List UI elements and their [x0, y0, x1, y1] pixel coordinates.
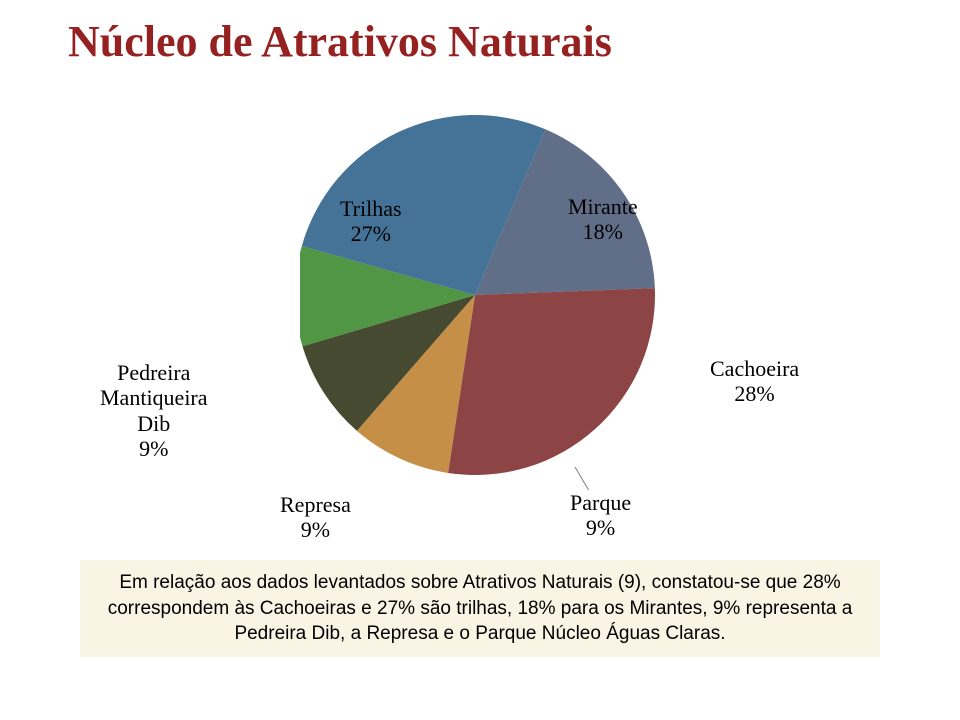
- page-title: Núcleo de Atrativos Naturais: [68, 16, 612, 67]
- lbl-parque-line-0: Parque: [570, 490, 631, 515]
- lbl-pedreira-line-0: Pedreira: [100, 360, 208, 385]
- pie-slice-cachoeira: [448, 288, 655, 475]
- pie-chart-svg: [300, 110, 660, 490]
- lbl-trilhas-line-0: Trilhas: [340, 196, 402, 221]
- lbl-represa-line-1: 9%: [280, 517, 351, 542]
- lbl-represa-line-0: Represa: [280, 492, 351, 517]
- lbl-pedreira-line-3: 9%: [100, 436, 208, 461]
- caption-line-3: Pedreira Dib, a Represa e o Parque Núcle…: [94, 621, 866, 647]
- page-root: Núcleo de Atrativos Naturais Trilhas27% M…: [0, 0, 960, 720]
- caption-box: Em relação aos dados levantados sobre At…: [80, 560, 880, 657]
- lbl-mirante-line-1: 18%: [568, 219, 638, 244]
- caption-line-1: Em relação aos dados levantados sobre At…: [94, 570, 866, 596]
- lbl-mirante-line-0: Mirante: [568, 194, 638, 219]
- leader-line: [575, 467, 598, 490]
- lbl-cachoeira-line-0: Cachoeira: [710, 356, 799, 381]
- lbl-trilhas: Trilhas27%: [340, 196, 402, 247]
- lbl-mirante: Mirante18%: [568, 194, 638, 245]
- lbl-cachoeira: Cachoeira28%: [710, 356, 799, 407]
- lbl-cachoeira-line-1: 28%: [710, 381, 799, 406]
- lbl-pedreira: PedreiraMantiqueiraDib9%: [100, 360, 208, 461]
- lbl-parque: Parque9%: [570, 490, 631, 541]
- lbl-represa: Represa9%: [280, 492, 351, 543]
- caption-line-2: correspondem às Cachoeiras e 27% são tri…: [94, 596, 866, 622]
- lbl-pedreira-line-2: Dib: [100, 411, 208, 436]
- lbl-pedreira-line-1: Mantiqueira: [100, 385, 208, 410]
- pie-chart-region: Trilhas27% Mirante18% Cachoeira28% Parque 9%…: [0, 90, 960, 530]
- lbl-trilhas-line-1: 27%: [340, 221, 402, 246]
- lbl-parque-line-1: 9%: [570, 515, 631, 540]
